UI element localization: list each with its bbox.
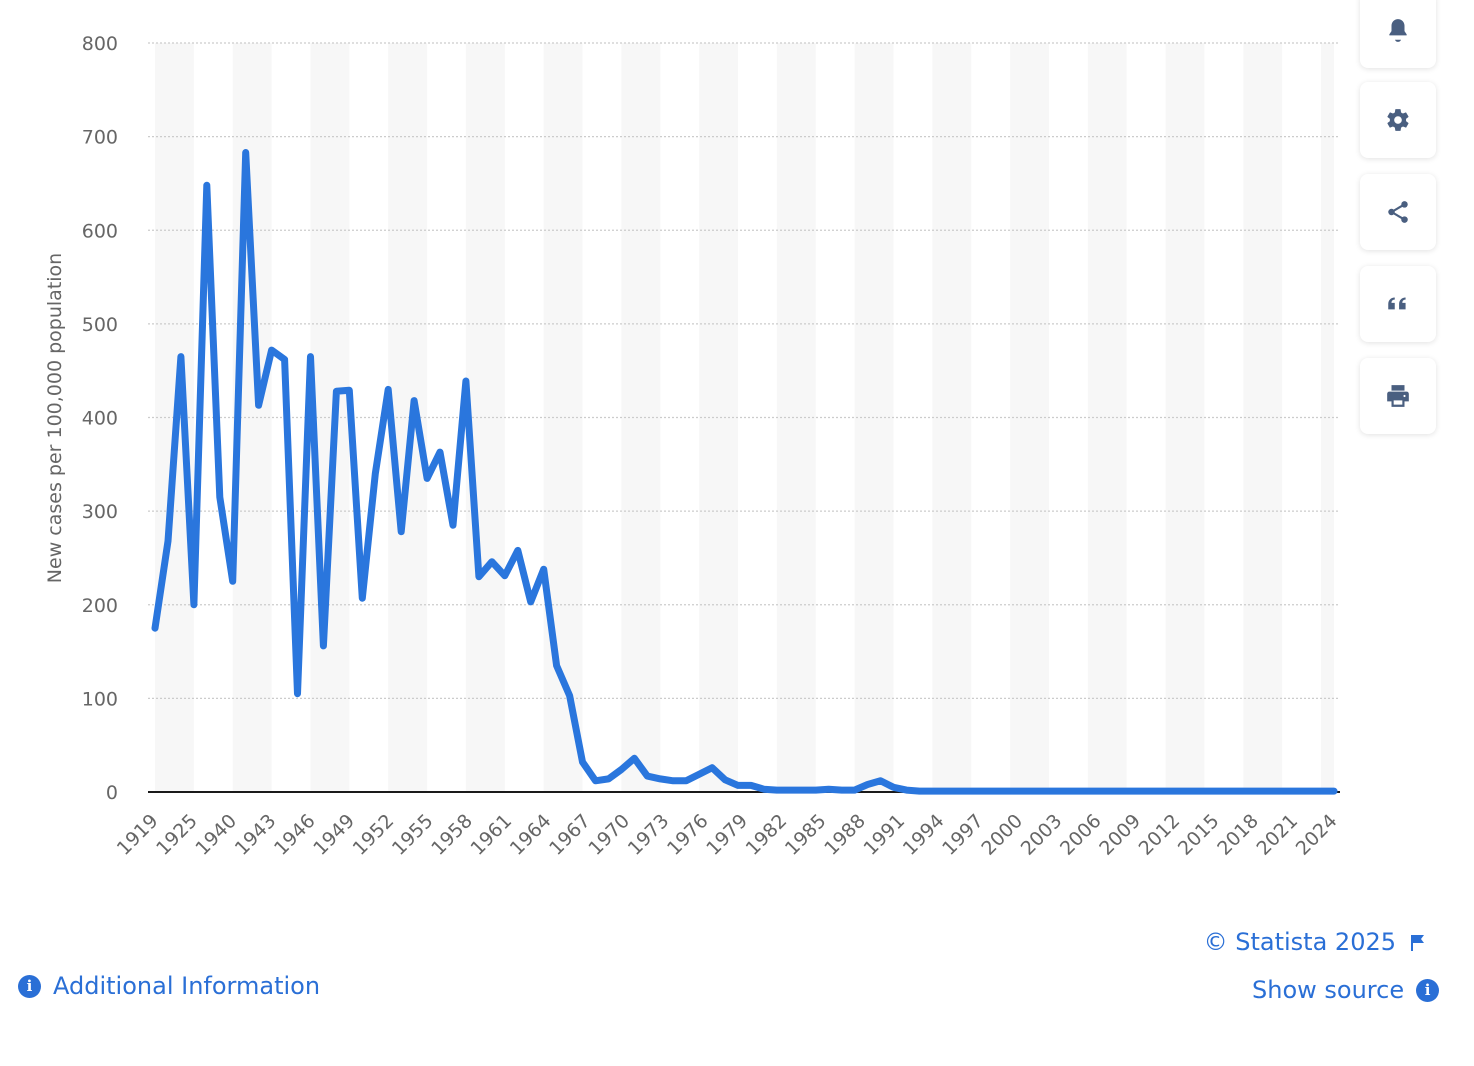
y-tick-label: 0: [106, 782, 118, 804]
x-tick-label: 1964: [506, 810, 556, 860]
x-tick-label: 1970: [584, 810, 634, 860]
y-tick-label: 800: [82, 33, 118, 55]
x-tick-label: 1919: [113, 810, 163, 860]
x-tick-label: 1949: [309, 810, 359, 860]
additional-information-label: Additional Information: [53, 972, 321, 1000]
y-tick-label: 600: [82, 220, 118, 242]
x-tick-label: 1997: [938, 810, 988, 860]
x-tick-label: 2018: [1213, 810, 1263, 860]
info-icon: i: [1416, 978, 1440, 1002]
x-tick-label: 1994: [899, 810, 949, 860]
x-tick-label: 1952: [349, 810, 399, 860]
x-tick-label: 1988: [820, 810, 870, 860]
x-tick-label: 1985: [781, 810, 831, 860]
x-tick-label: 1943: [231, 810, 281, 860]
y-tick-label: 200: [82, 595, 118, 617]
show-source-link[interactable]: Show source i: [1252, 976, 1440, 1004]
y-tick-label: 100: [82, 688, 118, 710]
info-icon: i: [18, 974, 41, 998]
quote-icon: [1388, 297, 1406, 310]
y-tick-label: 400: [82, 408, 118, 430]
x-tick-label: 2006: [1056, 810, 1106, 860]
x-tick-label: 1925: [152, 810, 202, 860]
printer-icon: [1387, 385, 1409, 407]
y-tick-label: 700: [82, 127, 118, 149]
x-tick-label: 1991: [859, 810, 909, 860]
x-tick-label: 2024: [1292, 810, 1342, 860]
x-tick-label: 1955: [388, 810, 438, 860]
x-tick-label: 1940: [191, 810, 241, 860]
x-tick-label: 2015: [1174, 810, 1224, 860]
copyright-text: © Statista 2025: [1203, 928, 1396, 956]
x-axis-ticks: 1919192519401943194619491952195519581961…: [113, 810, 1342, 860]
x-tick-label: 2012: [1135, 810, 1185, 860]
x-tick-label: 1961: [466, 810, 516, 860]
x-tick-label: 1946: [270, 810, 320, 860]
x-tick-label: 2021: [1252, 810, 1302, 860]
bell-icon: [1389, 19, 1407, 42]
settings-button[interactable]: [1360, 82, 1436, 158]
x-tick-label: 2009: [1095, 810, 1145, 860]
series-line: [151, 149, 1338, 795]
notification-button[interactable]: [1360, 0, 1436, 68]
y-axis-ticks: 0 100 200 300 400 500 600 700 800: [82, 33, 118, 804]
share-icon: [1388, 201, 1408, 223]
additional-information-link[interactable]: i Additional Information: [18, 972, 320, 1000]
flag-icon[interactable]: [1410, 934, 1426, 952]
share-button[interactable]: [1360, 174, 1436, 250]
y-axis-label: New cases per 100,000 population: [44, 253, 66, 583]
x-tick-label: 1982: [742, 810, 792, 860]
x-tick-label: 2003: [1017, 810, 1067, 860]
x-tick-label: 1976: [663, 810, 713, 860]
cite-button[interactable]: [1360, 266, 1436, 342]
x-tick-label: 1967: [545, 810, 595, 860]
x-tick-label: 2000: [977, 810, 1027, 860]
show-source-label: Show source: [1252, 976, 1405, 1004]
y-tick-label: 300: [82, 501, 118, 523]
x-tick-label: 1973: [624, 810, 674, 860]
x-tick-label: 1979: [702, 810, 752, 860]
y-gridlines: [148, 42, 1340, 700]
gear-icon: [1387, 109, 1409, 131]
y-tick-label: 500: [82, 314, 118, 336]
x-tick-label: 1958: [427, 810, 477, 860]
print-button[interactable]: [1360, 358, 1436, 434]
